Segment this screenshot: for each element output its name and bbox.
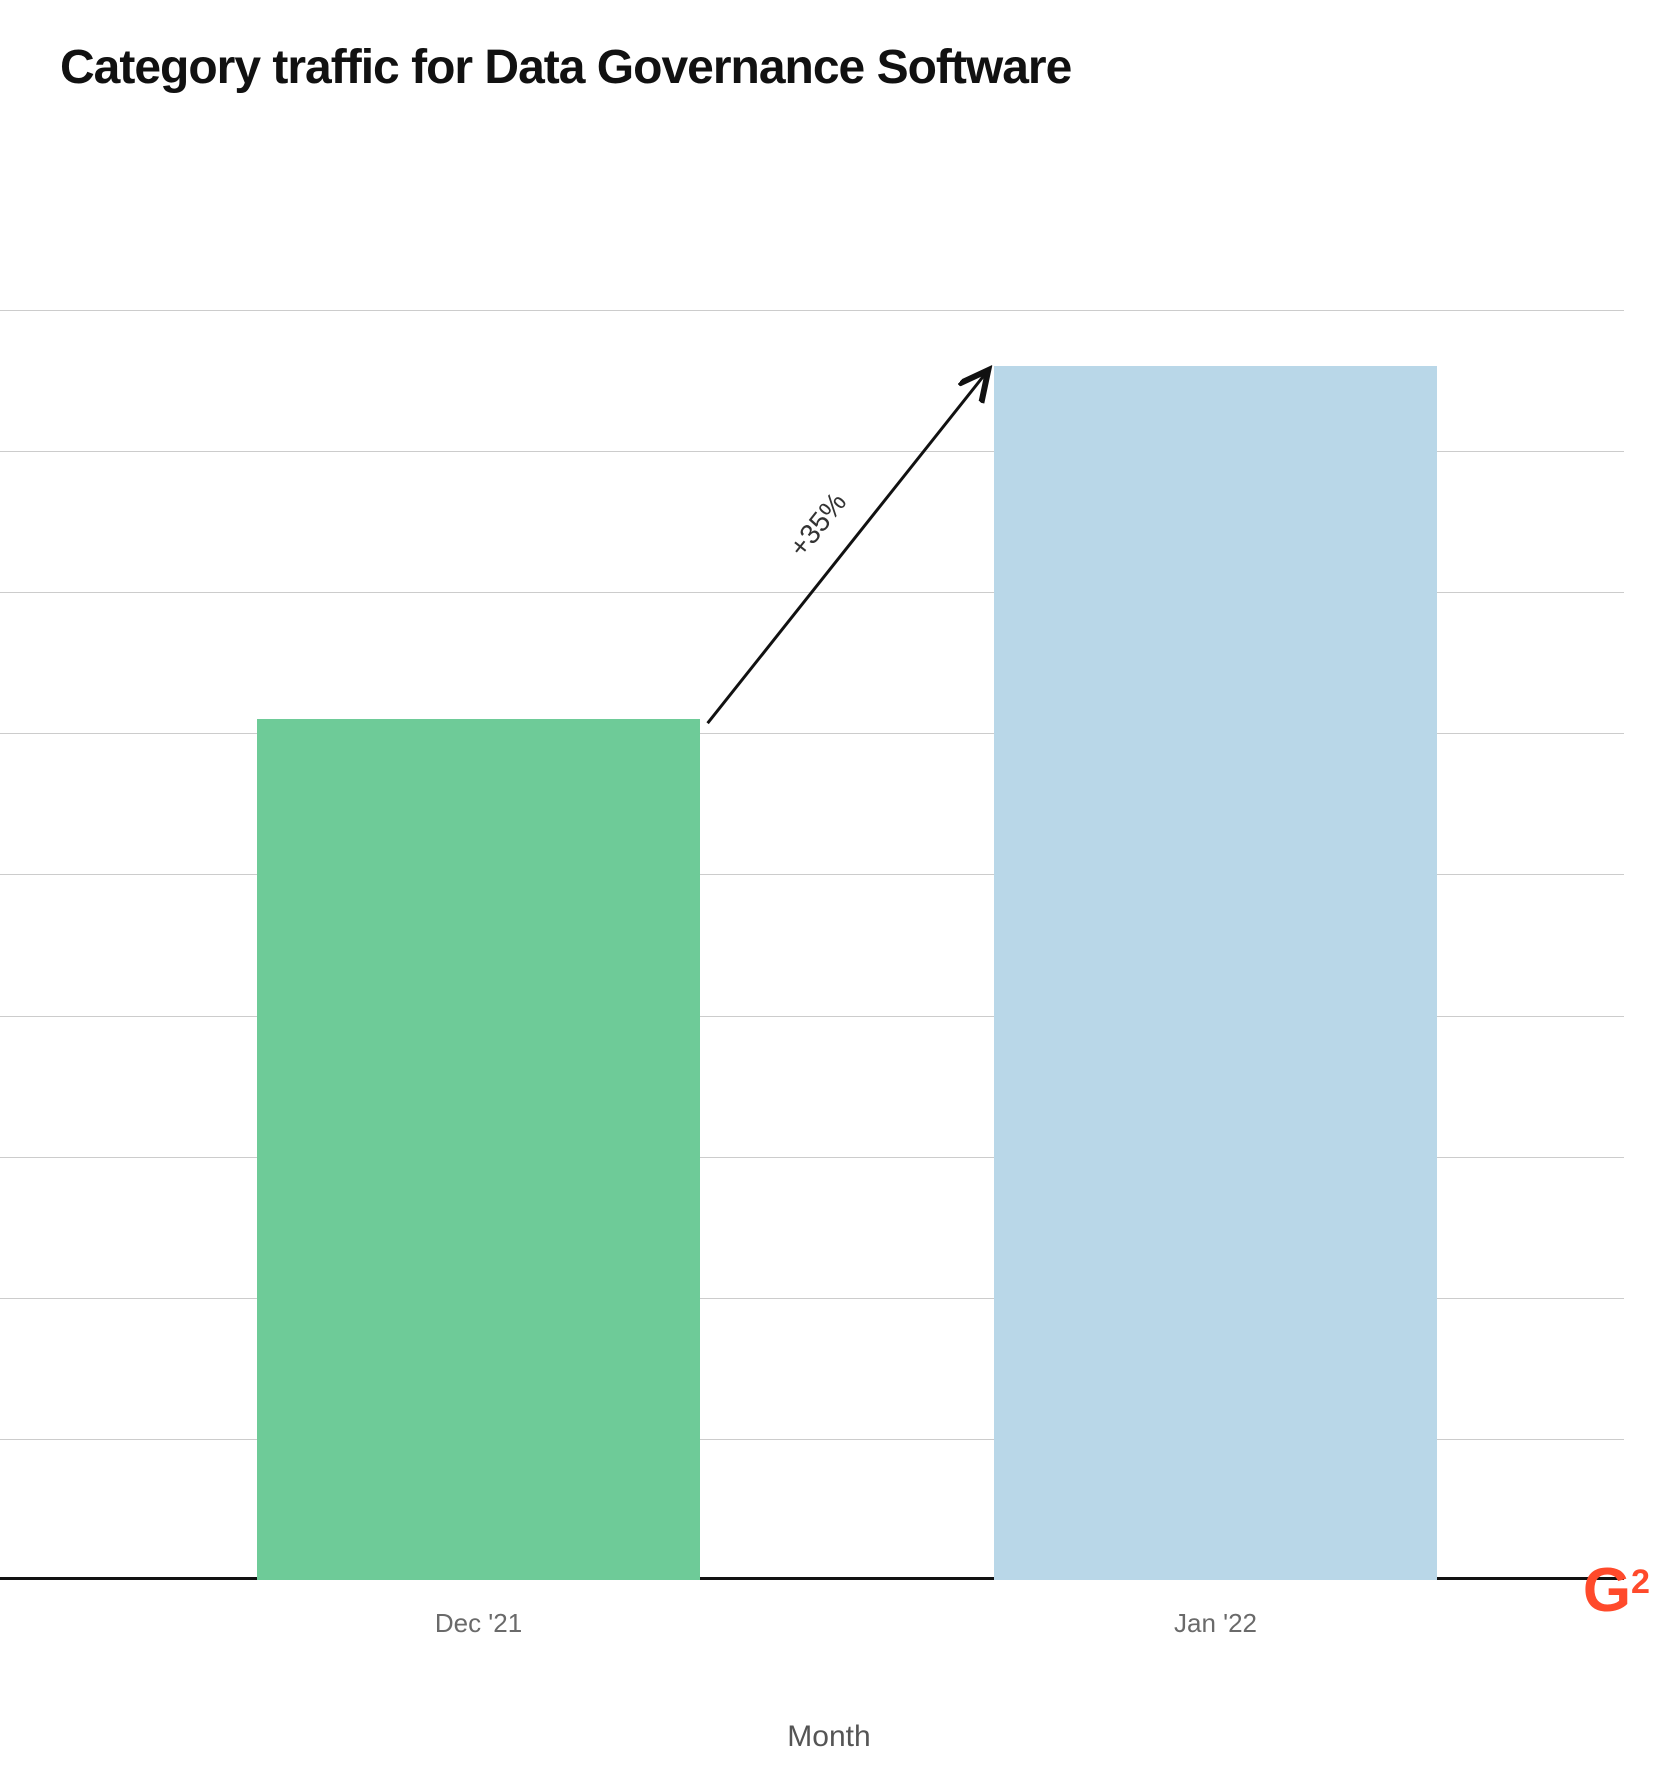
g2-logo-g: G bbox=[1583, 1556, 1631, 1625]
x-tick-label: Jan '22 bbox=[1174, 1608, 1257, 1639]
g2-logo-2: 2 bbox=[1631, 1563, 1650, 1601]
chart-plot-area: Dec '21Jan '22+35% bbox=[0, 310, 1624, 1580]
annotation-label: +35% bbox=[783, 487, 852, 563]
bar bbox=[257, 719, 699, 1580]
g2-logo: G2 bbox=[1583, 1560, 1650, 1622]
bar bbox=[994, 366, 1436, 1580]
gridline bbox=[0, 310, 1624, 311]
x-tick-label: Dec '21 bbox=[435, 1608, 522, 1639]
page: Category traffic for Data Governance Sof… bbox=[0, 0, 1658, 1784]
x-axis-label: Month bbox=[787, 1720, 870, 1754]
chart-title: Category traffic for Data Governance Sof… bbox=[60, 40, 1071, 95]
